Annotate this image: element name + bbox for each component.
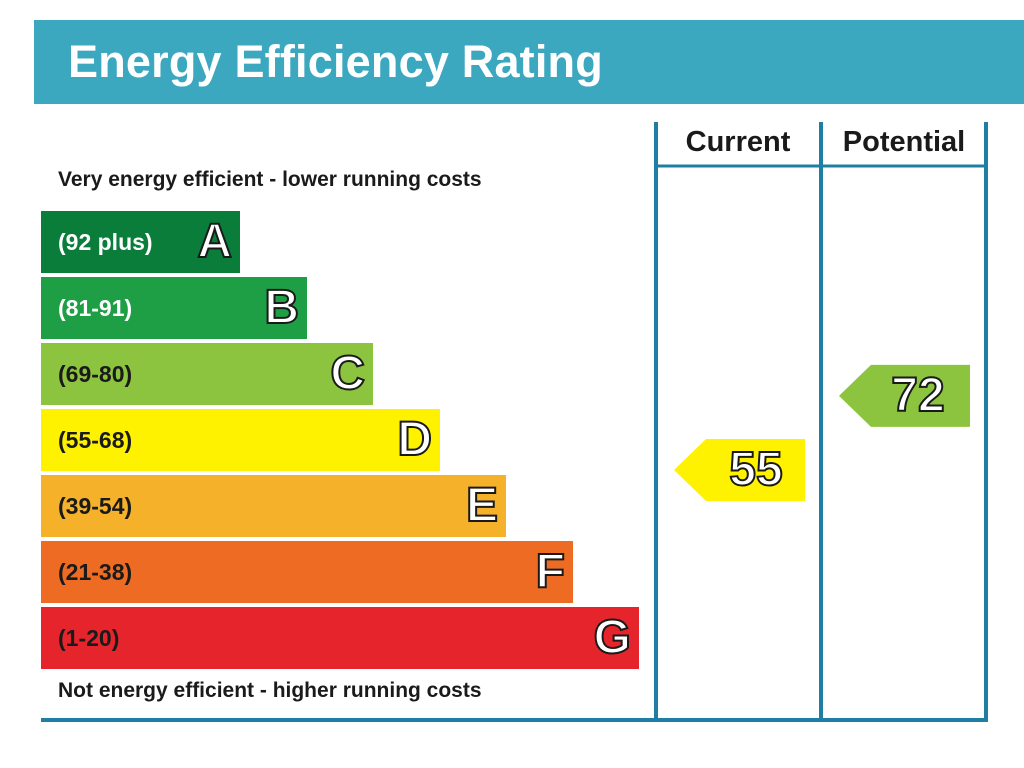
rating-band-f: (21-38) F (41, 541, 573, 603)
current-column-header: Current (685, 126, 791, 158)
rating-band-d: (55-68) D (41, 409, 440, 471)
caption-inefficient: Not energy efficient - higher running co… (58, 679, 482, 702)
band-letter: E (465, 478, 499, 533)
band-range-label: (55-68) (58, 427, 133, 453)
band-letter: B (263, 280, 300, 335)
rating-band-a: (92 plus) A (41, 211, 240, 273)
band-range-label: (21-38) (58, 559, 133, 585)
current-rating-arrow (674, 439, 805, 501)
potential-column-header: Potential (842, 126, 966, 158)
band-range-label: (81-91) (58, 295, 133, 321)
caption-efficient: Very energy efficient - lower running co… (58, 168, 482, 191)
potential-rating-arrow (839, 364, 970, 427)
band-letter: A (196, 214, 233, 269)
rating-band-e: (39-54) E (41, 475, 506, 537)
band-range-label: (1-20) (58, 625, 120, 651)
current-rating-value: 55 (728, 442, 783, 497)
band-letter: F (535, 544, 566, 599)
band-range-label: (92 plus) (58, 229, 153, 255)
potential-rating-value: 72 (890, 368, 945, 423)
chart-title: Energy Efficiency Rating (68, 36, 603, 87)
band-letter: C (329, 346, 366, 401)
rating-band-c: (69-80) C (41, 343, 373, 405)
band-letter: D (396, 412, 433, 467)
rating-band-g: (1-20) G (41, 607, 639, 669)
rating-band-b: (81-91) B (41, 277, 307, 339)
band-range-label: (39-54) (58, 493, 133, 519)
band-letter: G (593, 610, 632, 665)
title-bar: Energy Efficiency Rating (34, 20, 1024, 104)
band-range-label: (69-80) (58, 361, 133, 387)
